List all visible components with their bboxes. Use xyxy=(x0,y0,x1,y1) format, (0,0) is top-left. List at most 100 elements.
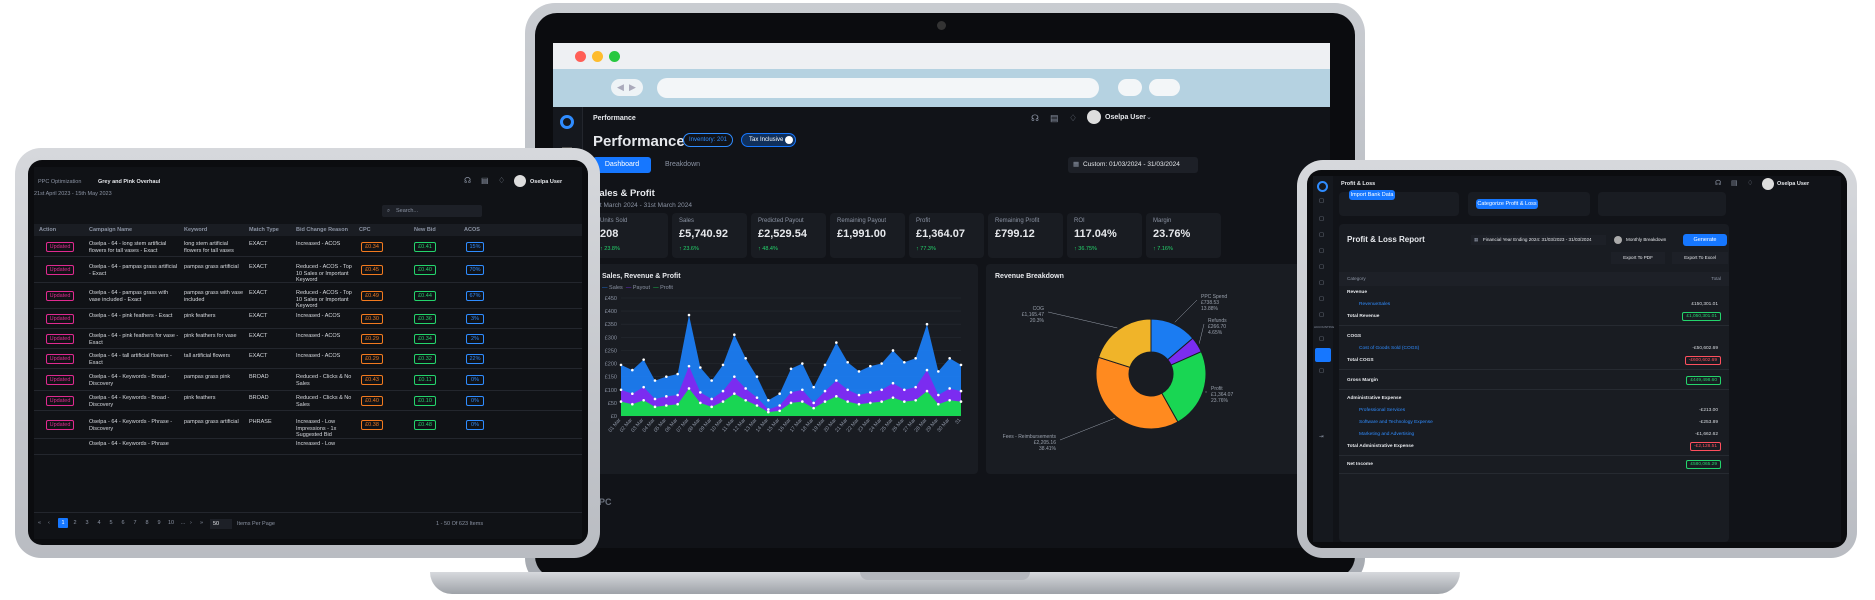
page-button[interactable]: 10 xyxy=(167,520,175,526)
table-row[interactable]: Updated Oselpa - 64 - pink feathers for v… xyxy=(34,329,582,349)
folder-icon[interactable]: ▤ xyxy=(1731,180,1738,187)
column-header[interactable]: Keyword xyxy=(184,227,208,233)
headset-icon[interactable]: ☊ xyxy=(1715,180,1722,187)
page-button[interactable]: 9 xyxy=(157,520,161,526)
close-dot-icon[interactable] xyxy=(575,51,586,62)
bell-icon[interactable]: ♢ xyxy=(498,176,506,185)
minimize-dot-icon[interactable] xyxy=(592,51,603,62)
nav-icon[interactable]: ▢ xyxy=(1319,198,1325,204)
user-name[interactable]: Oselpa User xyxy=(1777,181,1810,187)
folder-icon[interactable]: ▤ xyxy=(1050,113,1059,123)
maximize-dot-icon[interactable] xyxy=(609,51,620,62)
table-row[interactable]: Updated Oselpa - 64 - pink feathers - Exa… xyxy=(34,309,582,329)
page-button[interactable]: 5 xyxy=(109,520,113,526)
export-pdf-button[interactable]: Export To PDF xyxy=(1611,252,1665,264)
page-button[interactable]: ... xyxy=(180,520,186,526)
headset-icon[interactable]: ☊ xyxy=(464,176,472,185)
action-badge[interactable]: Updated xyxy=(46,291,74,301)
forward-icon[interactable]: ▶ xyxy=(629,82,636,92)
report-link[interactable]: Marketing and Advertising xyxy=(1359,432,1415,437)
last-page-icon[interactable]: » xyxy=(200,520,204,526)
report-link[interactable]: RevenueSales xyxy=(1359,302,1391,307)
action-badge[interactable]: Updated xyxy=(46,354,74,364)
back-icon[interactable]: ◀ xyxy=(617,82,624,92)
new-bid-input[interactable]: £0.44 xyxy=(414,291,436,301)
nav-icon[interactable]: ▢ xyxy=(1319,336,1325,342)
table-row[interactable]: Updated Oselpa - 64 - Keywords - Broad - … xyxy=(34,369,582,391)
page-button[interactable]: 7 xyxy=(133,520,137,526)
column-header[interactable]: Bid Change Reason xyxy=(296,227,348,233)
action-badge[interactable]: Updated xyxy=(46,265,74,275)
page-button[interactable]: 4 xyxy=(97,520,101,526)
user-name[interactable]: Oselpa User xyxy=(530,179,563,185)
export-excel-button[interactable]: Export To Excel xyxy=(1672,252,1728,264)
tab-dashboard[interactable]: Dashboard xyxy=(593,157,651,173)
column-header[interactable]: CPC xyxy=(359,227,371,233)
browser-button[interactable] xyxy=(1149,79,1180,96)
column-header[interactable]: Action xyxy=(39,227,57,233)
column-header[interactable]: Match Type xyxy=(249,227,279,233)
bell-icon[interactable]: ♢ xyxy=(1747,180,1754,187)
report-link[interactable]: Cost of Goods Sold (COGS) xyxy=(1359,346,1420,351)
breadcrumb-root[interactable]: PPC Optimization xyxy=(38,179,82,185)
avatar[interactable] xyxy=(514,175,526,187)
nav-arrows[interactable]: ◀ ▶ xyxy=(611,79,643,96)
nav-icon[interactable]: ▢ xyxy=(1319,264,1325,270)
page-button[interactable]: 6 xyxy=(121,520,125,526)
logout-icon[interactable]: ⇥ xyxy=(1319,434,1324,440)
table-row[interactable]: Updated Oselpa - 64 - pampas grass artifi… xyxy=(34,257,582,283)
search-input[interactable]: ⌕ Search... xyxy=(382,205,482,217)
action-badge[interactable]: Updated xyxy=(46,314,74,324)
headset-icon[interactable]: ☊ xyxy=(1031,113,1039,123)
import-bank-button[interactable]: Import Bank Data xyxy=(1349,190,1395,200)
bell-icon[interactable]: ♢ xyxy=(1069,113,1078,123)
generate-button[interactable]: Generate xyxy=(1683,234,1727,246)
column-header[interactable]: ACOS xyxy=(464,227,480,233)
new-bid-input[interactable]: £0.34 xyxy=(414,334,436,344)
action-badge[interactable]: Updated xyxy=(46,334,74,344)
new-bid-input[interactable]: £0.36 xyxy=(414,314,436,324)
action-badge[interactable]: Updated xyxy=(46,375,74,385)
new-bid-input[interactable]: £0.41 xyxy=(414,242,436,252)
date-range-picker[interactable]: ▦ Custom: 01/03/2024 - 31/03/2024 xyxy=(1068,157,1198,173)
categorize-button[interactable]: Categorize Profit & Loss xyxy=(1476,199,1538,209)
avatar[interactable] xyxy=(1087,110,1101,124)
nav-icon[interactable]: ▢ xyxy=(1319,248,1325,254)
chevron-down-icon[interactable]: ⌄ xyxy=(1146,114,1152,121)
next-page-icon[interactable]: › xyxy=(190,520,192,526)
new-bid-input[interactable]: £0.48 xyxy=(414,420,436,430)
report-link[interactable]: Software and Technology Expense xyxy=(1359,420,1433,425)
nav-icon[interactable]: ▢ xyxy=(1319,296,1325,302)
table-row[interactable]: Oselpa - 64 - Keywords - Phrase Increased… xyxy=(34,439,582,455)
browser-button[interactable] xyxy=(1118,79,1142,96)
action-badge[interactable]: Updated xyxy=(46,420,74,430)
page-size-select[interactable]: 50 xyxy=(210,519,232,529)
column-header[interactable]: New Bid xyxy=(414,227,436,233)
new-bid-input[interactable]: £0.40 xyxy=(414,265,436,275)
nav-icon[interactable]: ▢ xyxy=(1319,232,1325,238)
column-header[interactable]: Campaign Name xyxy=(89,227,133,233)
folder-icon[interactable]: ▤ xyxy=(481,176,489,185)
tab-breakdown[interactable]: Breakdown xyxy=(665,161,701,168)
nav-item-profit-loss[interactable] xyxy=(1315,348,1331,362)
nav-icon[interactable]: ▢ xyxy=(1319,280,1325,286)
page-button[interactable]: 3 xyxy=(85,520,89,526)
page-button[interactable]: 1 xyxy=(58,518,68,528)
new-bid-input[interactable]: £0.10 xyxy=(414,396,436,406)
financial-year-select[interactable]: ▦ Financial Year Ending 2024: 31/03/2023… xyxy=(1471,235,1606,245)
page-button[interactable]: 8 xyxy=(145,520,149,526)
new-bid-input[interactable]: £0.11 xyxy=(414,375,436,385)
table-row[interactable]: Updated Oselpa - 64 - long stem artificia… xyxy=(34,237,582,257)
table-row[interactable]: Updated Oselpa - 64 - pampas grass with v… xyxy=(34,283,582,309)
address-bar[interactable] xyxy=(657,78,1099,98)
inventory-badge[interactable]: Inventory: 201 xyxy=(683,133,733,147)
nav-icon[interactable]: ▢ xyxy=(1319,312,1325,318)
table-row[interactable]: Updated Oselpa - 64 - Keywords - Phrase -… xyxy=(34,411,582,439)
first-page-icon[interactable]: « xyxy=(38,520,42,526)
new-bid-input[interactable]: £0.32 xyxy=(414,354,436,364)
nav-icon[interactable]: ▢ xyxy=(1319,368,1325,374)
page-button[interactable]: 2 xyxy=(73,520,77,526)
action-badge[interactable]: Updated xyxy=(46,242,74,252)
prev-page-icon[interactable]: ‹ xyxy=(48,520,50,526)
tax-toggle[interactable]: Tax Inclusive xyxy=(741,133,796,147)
